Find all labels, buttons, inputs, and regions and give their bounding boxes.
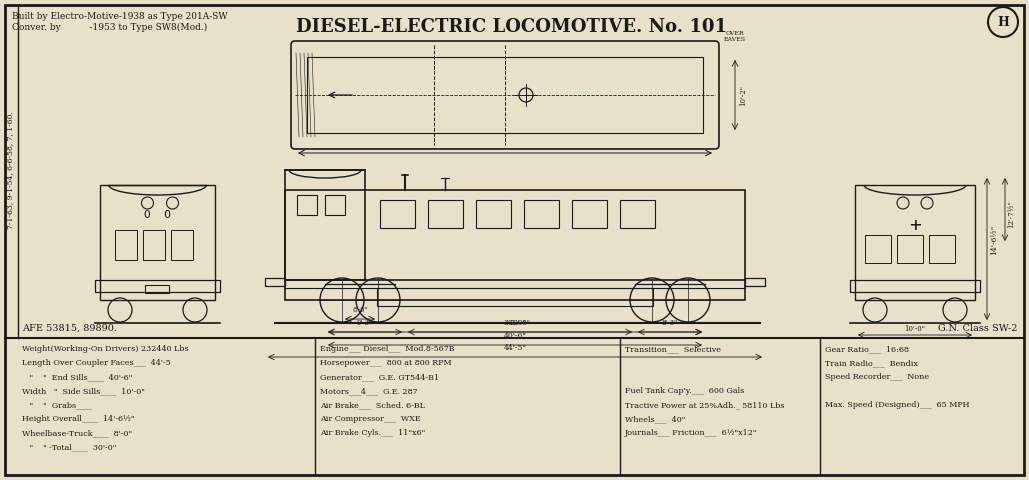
Text: O  O: O O [144,210,171,220]
Text: 8'-3": 8'-3" [662,319,678,327]
Text: Engine___ Diesel___  Mod.8-567B: Engine___ Diesel___ Mod.8-567B [320,345,455,353]
Bar [285,170,365,280]
Text: 40'-6": 40'-6" [503,332,527,340]
Text: Gear Ratio___  16:68: Gear Ratio___ 16:68 [825,345,909,353]
Text: 9'-3": 9'-3" [357,319,374,327]
Text: Transition___  Selective: Transition___ Selective [625,345,721,353]
Bar [572,200,607,228]
Text: 10'-2": 10'-2" [739,84,747,106]
Text: OVER
EAVES: OVER EAVES [724,31,746,42]
Text: Train Radio___  Bendix: Train Radio___ Bendix [825,359,918,367]
Text: Journals___ Friction___  6½"x12": Journals___ Friction___ 6½"x12" [625,429,757,437]
Bar [524,200,559,228]
Text: Conver. by          -1953 to Type SW8(Mod.): Conver. by -1953 to Type SW8(Mod.) [12,23,207,32]
Text: 22'-0": 22'-0" [509,319,531,327]
Bar [325,195,345,215]
Text: 44'-5": 44'-5" [503,344,527,352]
Text: Weight(Working-On Drivers) 232440 Lbs: Weight(Working-On Drivers) 232440 Lbs [22,345,188,353]
Text: Width   "  Side Sills____  10'-0": Width " Side Sills____ 10'-0" [22,387,145,395]
Text: "    "  End Sills____  40'-6": " " End Sills____ 40'-6" [22,373,133,381]
Text: +: + [910,216,921,235]
Text: 14'-6½": 14'-6½" [990,225,998,255]
Text: H: H [997,15,1009,28]
Text: 7-1-63, 9-1-54, 6-6-58, 7, 1-60.: 7-1-63, 9-1-54, 6-6-58, 7, 1-60. [6,111,14,229]
Text: 30'-0": 30'-0" [503,319,527,327]
Text: 12'-7½": 12'-7½" [1007,200,1015,228]
Bar [620,200,655,228]
Text: Air Compressor___  WXE: Air Compressor___ WXE [320,415,421,423]
Bar [171,230,193,260]
Text: "    "  Grabs____: " " Grabs____ [22,401,93,409]
Text: AFE 53815, 89890.: AFE 53815, 89890. [22,324,117,333]
Bar [100,185,215,300]
Text: Generator___  G.E. GT544-B1: Generator___ G.E. GT544-B1 [320,373,439,381]
Bar [428,200,463,228]
Bar [377,288,653,306]
Bar [145,285,169,293]
Text: Length Over Coupler Faces___  44'-5: Length Over Coupler Faces___ 44'-5 [22,359,171,367]
Text: Built by Electro-Motive-1938 as Type 201A-SW: Built by Electro-Motive-1938 as Type 201… [12,12,227,21]
Text: Horsepower___  800 at 800 RPM: Horsepower___ 800 at 800 RPM [320,359,452,367]
Bar [95,280,220,292]
Bar [115,230,137,260]
Bar [850,280,980,292]
Text: Fuel Tank Cap'y.___  600 Gals: Fuel Tank Cap'y.___ 600 Gals [625,387,744,395]
Text: 8'-0": 8'-0" [352,306,367,314]
Text: G.N. Class SW-2: G.N. Class SW-2 [938,324,1018,333]
Text: Speed Recorder___  None: Speed Recorder___ None [825,373,929,381]
Text: Wheels___  40": Wheels___ 40" [625,415,685,423]
Bar [897,235,923,263]
Bar [285,190,745,300]
Bar [865,235,891,263]
Bar [380,200,415,228]
Text: Tractive Power at 25%Adh._ 58110 Lbs: Tractive Power at 25%Adh._ 58110 Lbs [625,401,784,409]
Text: DIESEL-ELECTRIC LOCOMOTIVE. No. 101: DIESEL-ELECTRIC LOCOMOTIVE. No. 101 [296,18,728,36]
Text: Motors___4___  G.E. 287: Motors___4___ G.E. 287 [320,387,418,395]
Bar [307,57,703,133]
Text: Air Brake Cyls.___  11"x6": Air Brake Cyls.___ 11"x6" [320,429,425,437]
Text: "    " -Total____  30'-0": " " -Total____ 30'-0" [22,443,116,451]
Bar [265,278,285,286]
Bar [297,195,317,215]
Text: 10'-0": 10'-0" [904,325,925,333]
Bar [476,200,511,228]
Text: Max. Speed (Designed)___  65 MPH: Max. Speed (Designed)___ 65 MPH [825,401,969,409]
Text: Air Brake___  Sched. 6-BL: Air Brake___ Sched. 6-BL [320,401,425,409]
Bar [929,235,955,263]
Bar [855,185,975,300]
Text: Height Overall____  14'-6½": Height Overall____ 14'-6½" [22,415,135,423]
Bar [745,278,765,286]
Text: Wheelbase-Truck____  8'-0": Wheelbase-Truck____ 8'-0" [22,429,132,437]
Bar [143,230,165,260]
